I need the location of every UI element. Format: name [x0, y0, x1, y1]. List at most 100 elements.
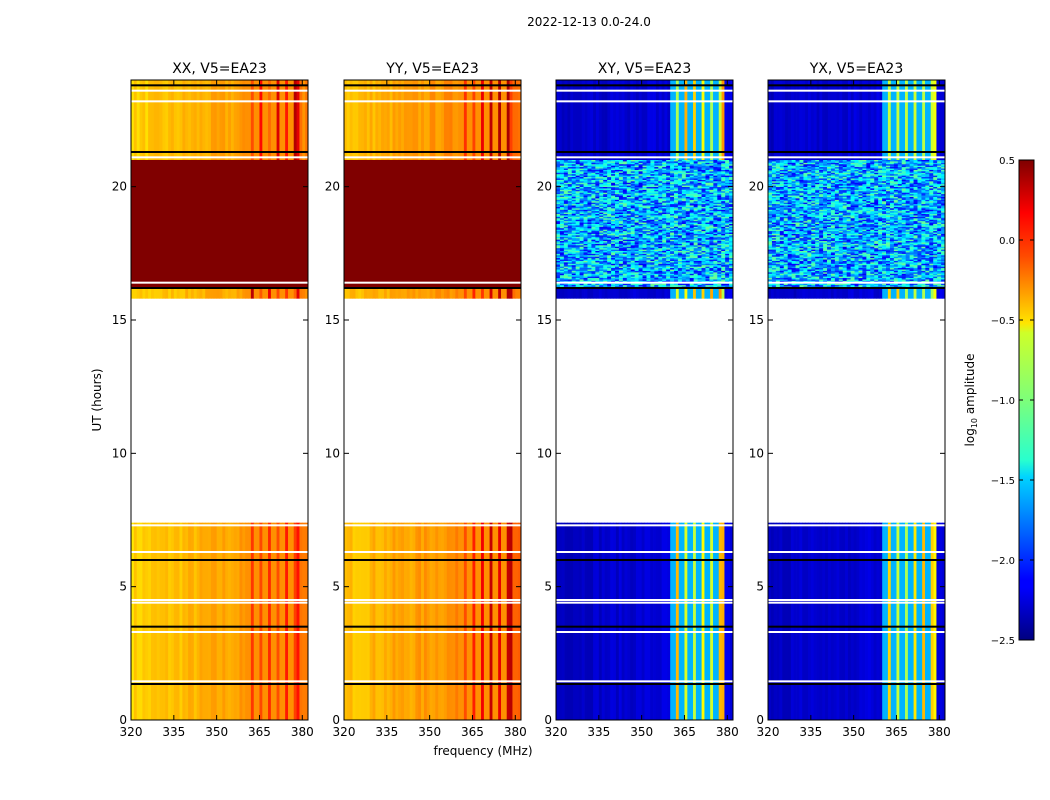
noise-cell: [654, 263, 659, 266]
noise-cell: [662, 225, 667, 228]
noise-cell: [713, 181, 718, 184]
noise-cell: [705, 235, 710, 238]
noise-cell: [689, 283, 695, 286]
noise-cell: [670, 169, 675, 172]
noise-cell: [658, 224, 663, 226]
noise-cell: [575, 221, 580, 223]
noise-cell: [717, 192, 722, 195]
noise-cell: [638, 258, 643, 260]
noise-cell: [701, 194, 706, 196]
noise-cell: [626, 204, 632, 206]
noise-cell: [634, 209, 639, 212]
noise-cell: [595, 245, 600, 248]
noise-cell: [650, 185, 655, 188]
noise-cell: [563, 241, 569, 243]
noise-cell: [658, 241, 663, 243]
noise-cell: [685, 285, 691, 287]
noise-cell: [630, 160, 636, 162]
noise-cell: [634, 249, 639, 252]
noise-cell: [622, 233, 628, 236]
noise-cell: [717, 248, 722, 250]
noise-cell: [607, 209, 612, 212]
noise-cell: [670, 239, 675, 242]
noise-cell: [630, 273, 636, 276]
noise-cell: [615, 201, 620, 204]
noise-cell: [556, 177, 561, 179]
noise-cell: [658, 184, 663, 186]
noise-cell: [709, 275, 714, 278]
noise-cell: [681, 269, 687, 272]
noise-cell: [607, 259, 612, 262]
noise-cell: [705, 171, 710, 174]
noise-cell: [638, 276, 643, 279]
noise-cell: [559, 248, 565, 250]
flag-line: [131, 559, 308, 561]
channel-strip: [213, 80, 218, 160]
noise-cell: [630, 258, 636, 260]
noise-cell: [615, 205, 620, 208]
noise-cell: [615, 162, 620, 165]
noise-cell: [713, 169, 718, 172]
channel-strip: [604, 80, 608, 160]
noise-cell: [697, 168, 702, 171]
noise-cell: [591, 202, 596, 205]
noise-cell: [670, 243, 675, 246]
noise-cell: [583, 228, 588, 231]
noise-cell: [701, 238, 706, 241]
noise-cell: [693, 188, 698, 191]
noise-cell: [646, 194, 651, 196]
noise-cell: [591, 192, 596, 195]
noise-cell: [630, 211, 636, 214]
noise-cell: [571, 253, 577, 256]
noise-cell: [579, 233, 584, 236]
channel-strip: [664, 80, 668, 160]
noise-cell: [689, 198, 695, 201]
noise-cell: [595, 285, 600, 287]
noise-cell: [638, 181, 643, 184]
x-tick-label: 320: [120, 725, 143, 739]
noise-cell: [713, 167, 718, 169]
noise-cell: [689, 266, 695, 269]
noise-cell: [607, 192, 612, 195]
noise-cell: [662, 168, 667, 171]
noise-cell: [607, 279, 612, 282]
noise-cell: [587, 270, 592, 273]
channel-strip: [922, 288, 926, 299]
noise-cell: [670, 263, 675, 266]
noise-cell: [622, 191, 628, 194]
noise-cell: [559, 259, 565, 262]
noise-cell: [615, 226, 620, 229]
noise-cell: [638, 224, 643, 226]
noise-cell: [666, 179, 671, 182]
noise-cell: [729, 194, 734, 196]
channel-strip: [242, 288, 246, 299]
noise-cell: [571, 221, 577, 223]
channel-strip: [483, 522, 488, 720]
noise-cell: [705, 177, 710, 179]
noise-cell: [579, 243, 584, 246]
channel-strip: [305, 80, 309, 160]
noise-cell: [591, 161, 596, 164]
noise-cell: [559, 260, 565, 263]
noise-cell: [638, 221, 643, 223]
noise-cell: [709, 187, 714, 189]
noise-cell: [642, 216, 647, 219]
noise-cell: [685, 182, 691, 185]
noise-cell: [697, 259, 702, 262]
noise-cell: [650, 231, 655, 233]
noise-cell: [693, 231, 698, 233]
noise-cell: [882, 161, 887, 164]
noise-cell: [607, 229, 612, 232]
noise-cell: [666, 160, 671, 162]
noise-cell: [681, 208, 687, 211]
noise-cell: [701, 195, 706, 198]
channel-strip: [833, 288, 837, 299]
noise-cell: [654, 235, 659, 238]
noise-cell: [622, 216, 628, 219]
noise-cell: [599, 251, 604, 253]
noise-cell: [729, 215, 734, 218]
channel-strip: [942, 288, 946, 299]
noise-cell: [654, 219, 659, 222]
noise-cell: [599, 204, 604, 206]
noise-cell: [658, 273, 663, 276]
